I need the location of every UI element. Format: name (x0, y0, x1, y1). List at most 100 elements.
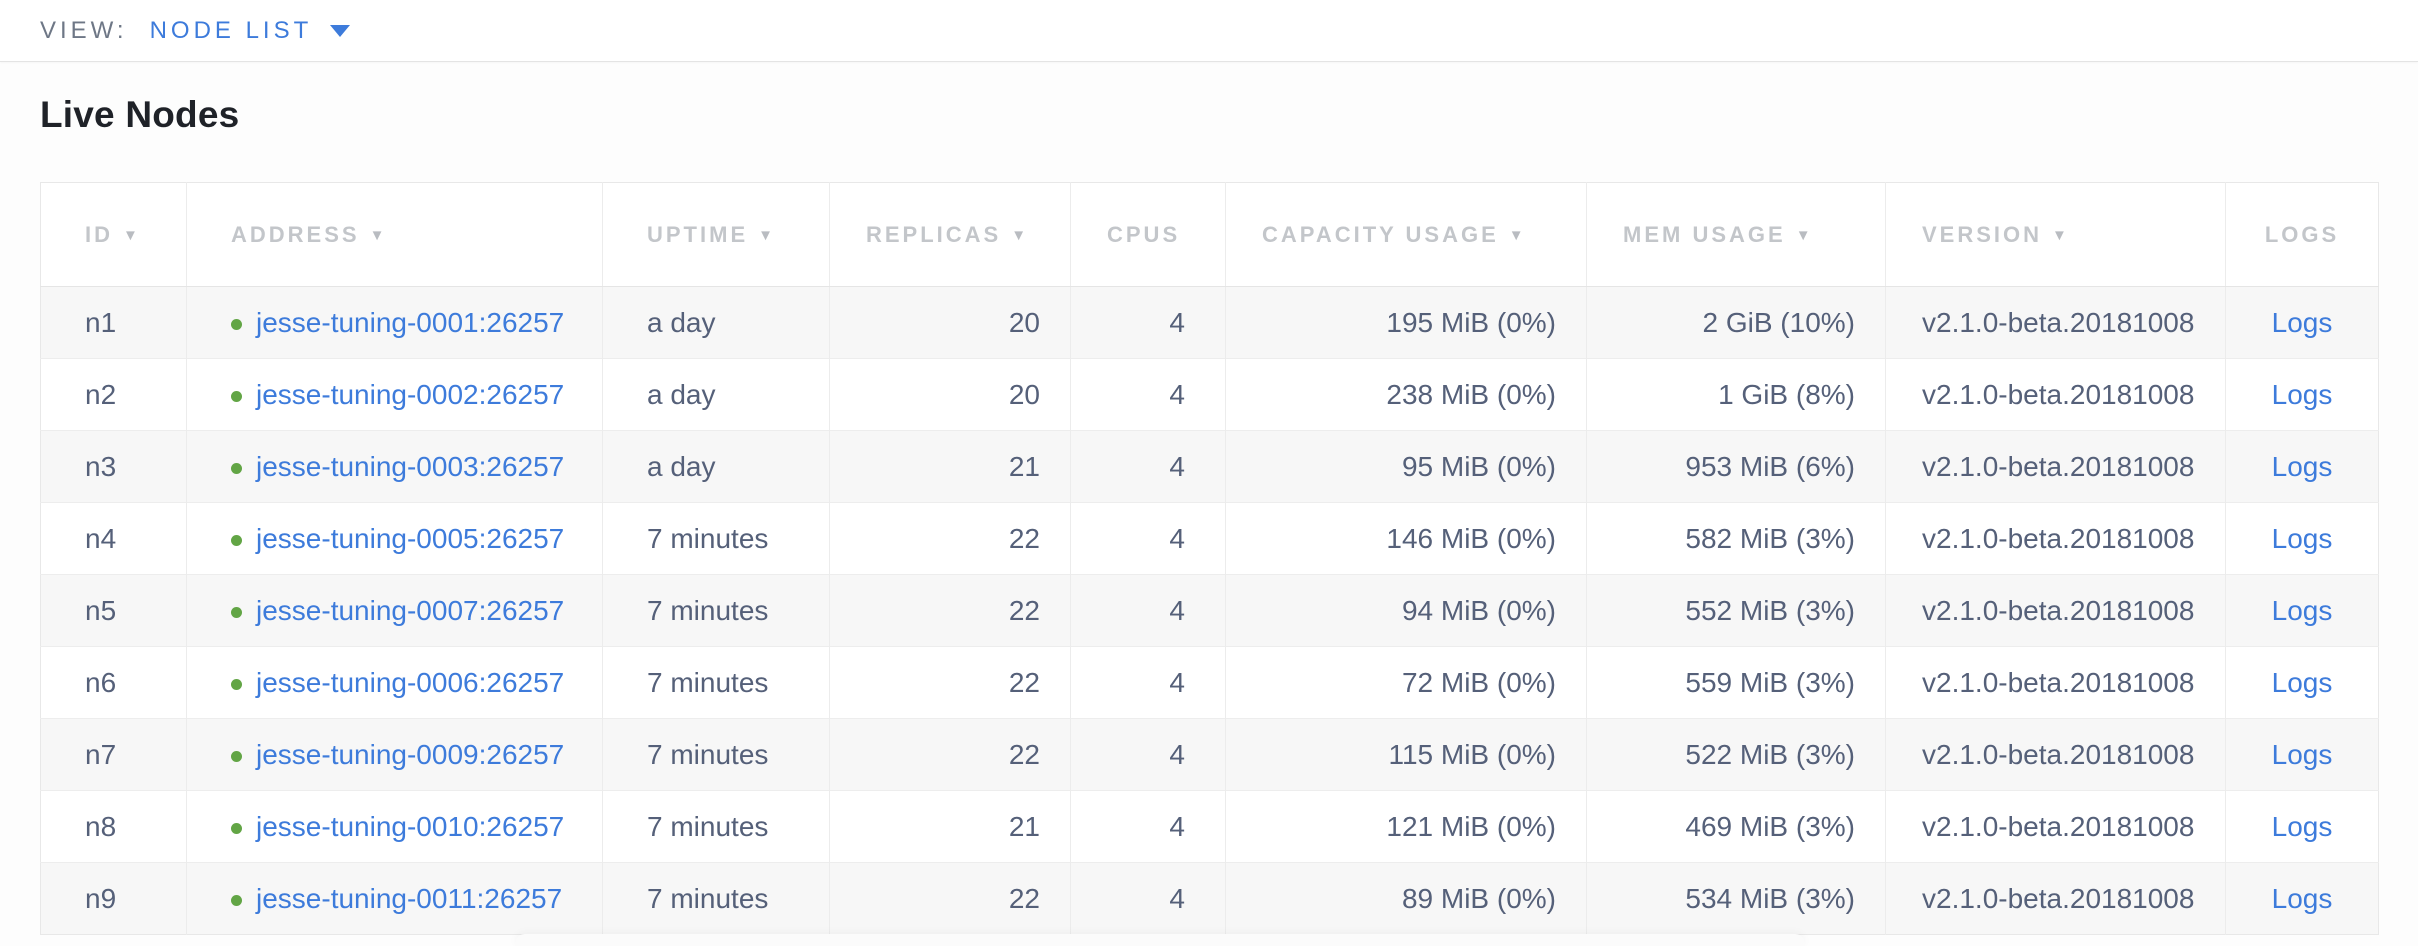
node-logs-link[interactable]: Logs (2271, 306, 2333, 338)
column-header-address[interactable]: ADDRESS ▼ (186, 182, 603, 287)
node-address-link[interactable]: jesse-tuning-0006:26257 (256, 666, 565, 698)
view-dropdown[interactable]: NODE LIST (150, 17, 351, 45)
address-cell: jesse-tuning-0001:26257 (186, 286, 603, 359)
node-logs-link[interactable]: Logs (2271, 882, 2333, 914)
cpus-cell: 4 (1070, 430, 1226, 503)
cpus-cell: 4 (1070, 358, 1226, 431)
node-status-dot (231, 894, 242, 906)
column-header-uptime[interactable]: UPTIME ▼ (602, 182, 830, 287)
next-section-edge (515, 934, 1805, 946)
address-cell: jesse-tuning-0009:26257 (186, 718, 603, 791)
id-cell: n3 (40, 430, 187, 503)
node-status-dot (231, 678, 242, 690)
node-status-dot (231, 390, 242, 402)
uptime-cell: 7 minutes (602, 790, 830, 863)
column-header-capacity[interactable]: CAPACITY USAGE ▼ (1225, 182, 1587, 287)
address-cell: jesse-tuning-0002:26257 (186, 358, 603, 431)
logs-cell: Logs (2225, 646, 2379, 719)
column-header-cpus: CPUS (1070, 182, 1226, 287)
logs-cell: Logs (2225, 790, 2379, 863)
version-cell: v2.1.0-beta.20181008 (1885, 718, 2226, 791)
address-cell: jesse-tuning-0010:26257 (186, 790, 603, 863)
replicas-cell: 22 (829, 718, 1071, 791)
column-header-id[interactable]: ID ▼ (40, 182, 187, 287)
address-cell: jesse-tuning-0006:26257 (186, 646, 603, 719)
sort-arrow-icon: ▼ (1795, 226, 1814, 244)
node-logs-link[interactable]: Logs (2271, 378, 2333, 410)
replicas-cell: 20 (829, 286, 1071, 359)
node-status-dot (231, 822, 242, 834)
node-address-link[interactable]: jesse-tuning-0009:26257 (256, 738, 565, 770)
live-nodes-section: Live Nodes ID ▼ ADDRESS ▼ UPTIME ▼ REPLICAS ▼ CP… (0, 94, 2418, 935)
uptime-cell: 7 minutes (602, 502, 830, 575)
node-row-n3: n3 jesse-tuning-0003:26257 a day 21 4 95 MiB … (40, 430, 2379, 503)
version-cell: v2.1.0-beta.20181008 (1885, 286, 2226, 359)
column-header-mem[interactable]: MEM USAGE ▼ (1586, 182, 1886, 287)
view-dropdown-value: NODE LIST (149, 16, 313, 44)
uptime-cell: 7 minutes (602, 646, 830, 719)
logs-cell: Logs (2225, 430, 2379, 503)
node-row-n9: n9 jesse-tuning-0011:26257 7 minutes 22 4 89 … (40, 862, 2379, 935)
id-cell: n2 (40, 358, 187, 431)
version-cell: v2.1.0-beta.20181008 (1885, 358, 2226, 431)
id-cell: n5 (40, 574, 187, 647)
id-cell: n7 (40, 718, 187, 791)
cpus-cell: 4 (1070, 718, 1226, 791)
node-logs-link[interactable]: Logs (2271, 450, 2333, 482)
sort-arrow-icon: ▼ (369, 226, 388, 244)
replicas-cell: 22 (829, 502, 1071, 575)
node-logs-link[interactable]: Logs (2271, 594, 2333, 626)
mem-cell: 582 MiB (3%) (1586, 502, 1886, 575)
sort-arrow-icon: ▼ (1508, 226, 1527, 244)
version-cell: v2.1.0-beta.20181008 (1885, 574, 2226, 647)
capacity-cell: 121 MiB (0%) (1225, 790, 1587, 863)
address-cell: jesse-tuning-0005:26257 (186, 502, 603, 575)
node-logs-link[interactable]: Logs (2271, 810, 2333, 842)
uptime-cell: a day (602, 430, 830, 503)
mem-cell: 559 MiB (3%) (1586, 646, 1886, 719)
node-address-link[interactable]: jesse-tuning-0005:26257 (256, 522, 565, 554)
version-cell: v2.1.0-beta.20181008 (1885, 646, 2226, 719)
mem-cell: 552 MiB (3%) (1586, 574, 1886, 647)
version-cell: v2.1.0-beta.20181008 (1885, 790, 2226, 863)
capacity-cell: 195 MiB (0%) (1225, 286, 1587, 359)
column-label: ADDRESS (231, 221, 360, 247)
replicas-cell: 21 (829, 430, 1071, 503)
node-address-link[interactable]: jesse-tuning-0010:26257 (256, 810, 565, 842)
node-row-n7: n7 jesse-tuning-0009:26257 7 minutes 22 4 115… (40, 718, 2379, 791)
cpus-cell: 4 (1070, 286, 1226, 359)
node-status-dot (231, 750, 242, 762)
node-status-dot (231, 462, 242, 474)
node-address-link[interactable]: jesse-tuning-0003:26257 (256, 450, 565, 482)
node-logs-link[interactable]: Logs (2271, 738, 2333, 770)
id-cell: n9 (40, 862, 187, 935)
capacity-cell: 89 MiB (0%) (1225, 862, 1587, 935)
uptime-cell: a day (602, 286, 830, 359)
column-header-logs: LOGS (2225, 182, 2379, 287)
cpus-cell: 4 (1070, 502, 1226, 575)
cpus-cell: 4 (1070, 574, 1226, 647)
node-logs-link[interactable]: Logs (2271, 666, 2333, 698)
mem-cell: 1 GiB (8%) (1586, 358, 1886, 431)
node-status-dot (231, 606, 242, 618)
logs-cell: Logs (2225, 502, 2379, 575)
node-logs-link[interactable]: Logs (2271, 522, 2333, 554)
node-row-n4: n4 jesse-tuning-0005:26257 7 minutes 22 4 146… (40, 502, 2379, 575)
mem-cell: 953 MiB (6%) (1586, 430, 1886, 503)
sort-arrow-icon: ▼ (123, 226, 141, 244)
node-address-link[interactable]: jesse-tuning-0007:26257 (256, 594, 565, 626)
node-address-link[interactable]: jesse-tuning-0002:26257 (256, 378, 565, 410)
logs-cell: Logs (2225, 358, 2379, 431)
uptime-cell: 7 minutes (602, 574, 830, 647)
logs-cell: Logs (2225, 286, 2379, 359)
uptime-cell: 7 minutes (602, 718, 830, 791)
version-cell: v2.1.0-beta.20181008 (1885, 502, 2226, 575)
column-header-version[interactable]: VERSION ▼ (1885, 182, 2226, 287)
sort-arrow-icon: ▼ (758, 226, 776, 244)
node-address-link[interactable]: jesse-tuning-0001:26257 (256, 306, 565, 338)
column-header-replicas[interactable]: REPLICAS ▼ (829, 182, 1071, 287)
node-address-link[interactable]: jesse-tuning-0011:26257 (256, 882, 563, 914)
address-cell: jesse-tuning-0007:26257 (186, 574, 603, 647)
sort-arrow-icon: ▼ (2052, 226, 2070, 244)
node-row-n2: n2 jesse-tuning-0002:26257 a day 20 4 238 MiB… (40, 358, 2379, 431)
